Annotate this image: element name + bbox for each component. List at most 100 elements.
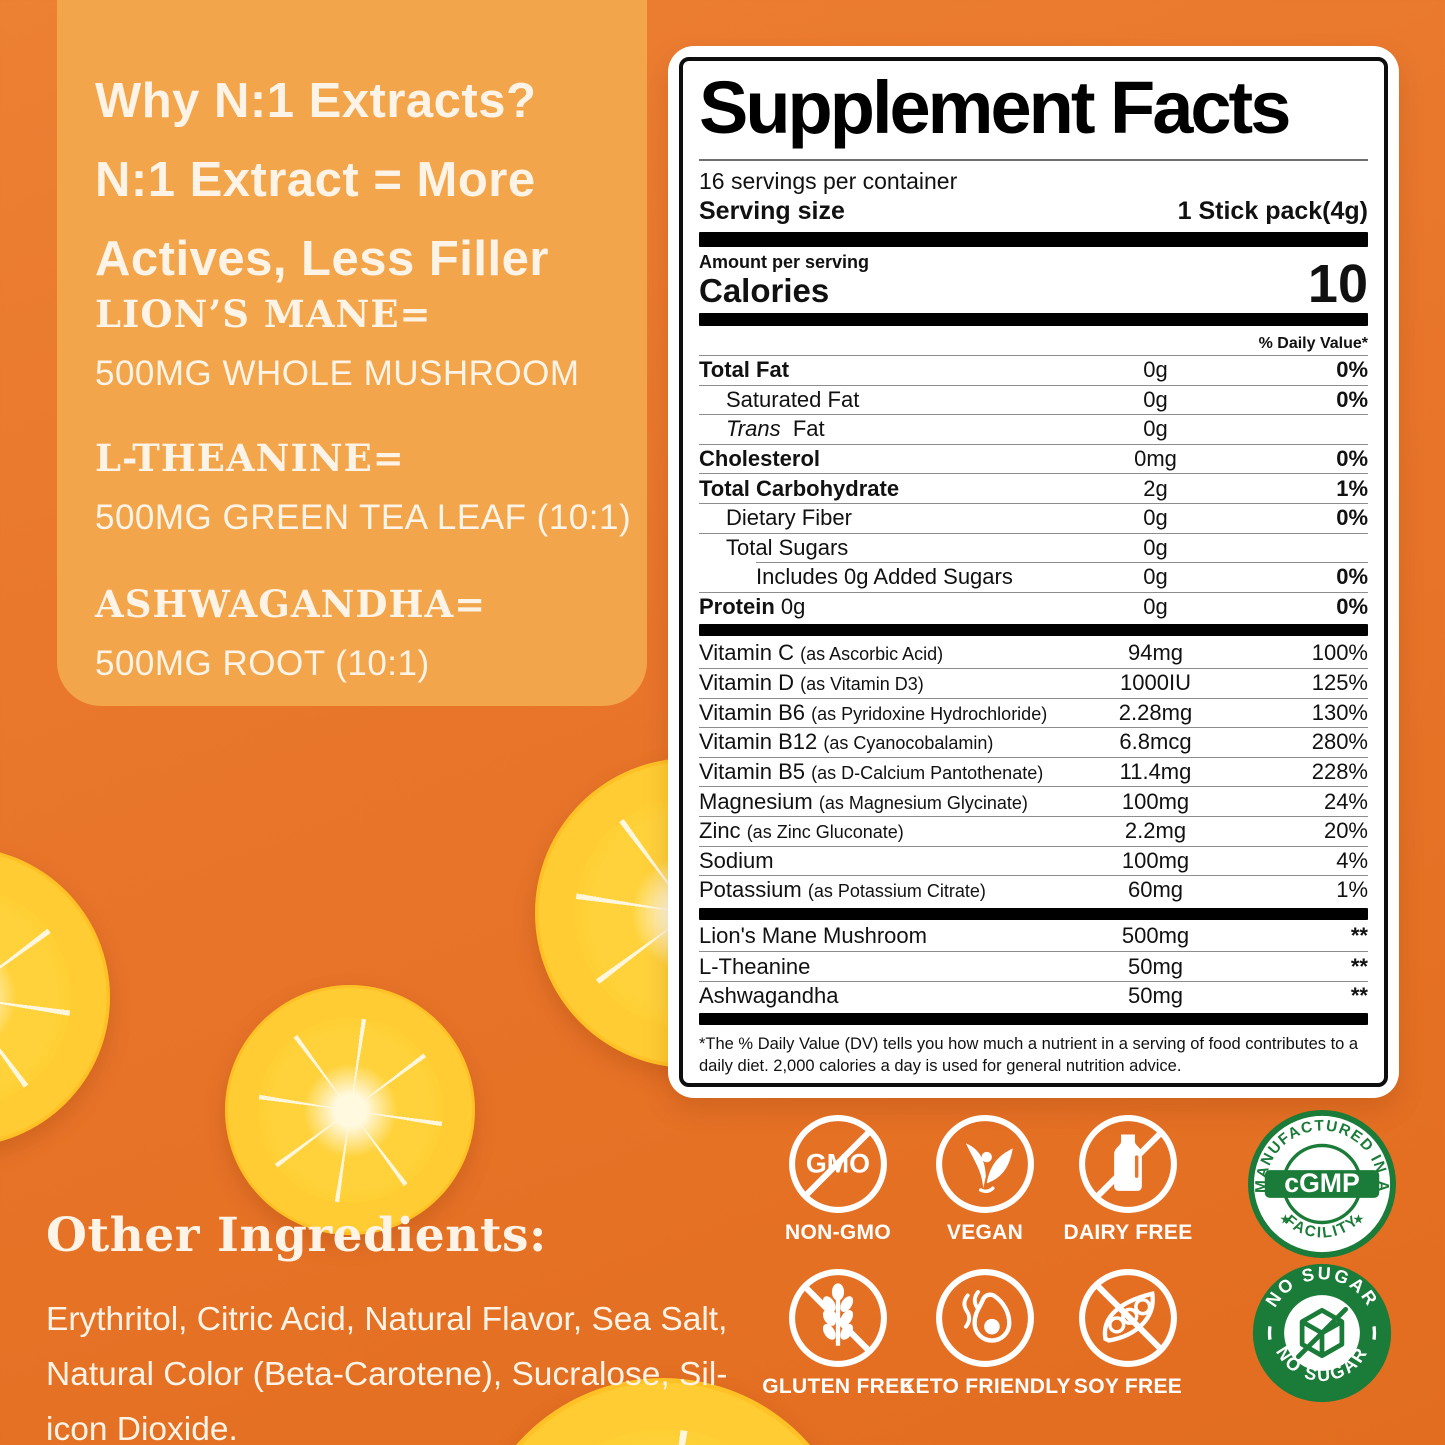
vitamin-amount: 1000IU: [1120, 670, 1191, 696]
calories-value: 10: [1307, 254, 1368, 314]
divider: [699, 159, 1368, 161]
nutrient-name: Total Carbohydrate: [699, 475, 900, 501]
orange-slice-center: [225, 985, 475, 1235]
vitamin-name-main: Vitamin C: [699, 640, 794, 666]
badge-gluten-free: GLUTEN FREE: [753, 1266, 923, 1399]
vitamin-row: Vitamin C (as Ascorbic Acid) 94mg 100%: [699, 638, 1368, 668]
promo-term-l-theanine: L-THEANINE=: [95, 436, 405, 480]
nutrient-dv: 0%: [1336, 386, 1368, 412]
supplement-facts-panel: Supplement Facts 16 servings per contain…: [668, 46, 1399, 1098]
vitamin-dv: 1%: [1336, 877, 1368, 903]
supplement-facts-inner: Supplement Facts 16 servings per contain…: [679, 57, 1388, 1087]
avocado-icon: [936, 1269, 1034, 1367]
nutrient-dv: 0%: [1336, 563, 1368, 589]
promo-term-ashwagandha: ASHWAGANDHA=: [95, 582, 487, 626]
daily-value-footnote: *The % Daily Value (DV) tells you how mu…: [699, 1035, 1359, 1076]
vitamin-qualifier: (as Ascorbic Acid): [800, 644, 944, 665]
promo-desc-ashwagandha: 500MG ROOT (10:1): [95, 644, 430, 683]
cgmp-seal: MANUFACTURED IN A FACILITY ★ ★ cGMP: [1248, 1110, 1396, 1263]
no-sugar-seal: NO SUGAR NO SUGAR: [1251, 1262, 1393, 1409]
nutrient-amount: 0g: [1143, 534, 1168, 560]
promo-desc-l-theanine: 500MG GREEN TEA LEAF (10:1): [95, 498, 632, 537]
serving-size-value: 1 Stick pack(4g): [1177, 197, 1368, 225]
nutrient-name: Protein 0g: [699, 594, 1048, 620]
vitamin-dv: 24%: [1323, 788, 1368, 814]
vitamin-name-main: Potassium: [699, 877, 802, 903]
promo-headline-line: N:1 Extract = More: [95, 153, 536, 207]
nutrient-dv: 0%: [1336, 594, 1368, 620]
vitamin-row: Vitamin B5 (as D-Calcium Pantothenate) 1…: [699, 756, 1368, 787]
vitamin-dv: 100%: [1311, 640, 1368, 666]
protein-suffix: 0g: [780, 594, 806, 620]
promo-term-lions-mane: LION’S MANE=: [95, 292, 432, 336]
badge-label: NON-GMO: [785, 1221, 891, 1244]
vitamin-amount: 100mg: [1121, 788, 1190, 814]
trans-prefix: Trans: [726, 416, 781, 442]
calories-row: Amount per serving Calories 10: [699, 251, 1368, 314]
vitamin-amount: 2.2mg: [1124, 818, 1187, 844]
badge-label: DAIRY FREE: [1063, 1221, 1193, 1244]
serving-size-row: Serving size 1 Stick pack(4g): [699, 195, 1368, 228]
daily-value-header: % Daily Value*: [1258, 335, 1368, 352]
vitamin-name: Vitamin D (as Vitamin D3): [699, 670, 1048, 696]
promo-desc-lions-mane: 500MG WHOLE MUSHROOM: [95, 354, 580, 393]
vegan-leaf-icon: [936, 1115, 1034, 1213]
vitamin-name-main: Magnesium: [699, 788, 813, 814]
active-amount: 500mg: [1121, 923, 1190, 949]
gmo-crossed-icon: GMO: [789, 1115, 887, 1213]
nutrient-name: Cholesterol: [699, 446, 821, 472]
other-ingredients-line: Erythritol, Citric Acid, Natural Flavor,…: [46, 1301, 728, 1338]
vitamin-qualifier: (as Cyanocobalamin): [823, 733, 994, 754]
promo-headline-line: Why N:1 Extracts?: [95, 74, 537, 128]
vitamin-dv: 20%: [1323, 818, 1368, 844]
active-amount: 50mg: [1127, 983, 1184, 1009]
vitamin-row: Sodium 100mg 4%: [699, 845, 1368, 876]
nutrient-dv: 0%: [1336, 357, 1368, 383]
vitamin-qualifier: (as Magnesium Glycinate): [818, 792, 1028, 813]
badge-label: GLUTEN FREE: [762, 1375, 914, 1398]
nutrient-name: Total Fat: [699, 357, 790, 383]
vitamin-dv: 4%: [1336, 847, 1368, 873]
calories-labels: Amount per serving Calories: [699, 251, 869, 309]
vitamin-name-main: Vitamin B12: [699, 729, 818, 755]
vitamin-dv: 130%: [1311, 699, 1368, 725]
vitamin-amount: 11.4mg: [1119, 759, 1192, 785]
nutrient-amount: 0g: [1143, 505, 1168, 531]
vitamin-dv: 280%: [1311, 729, 1368, 755]
active-row: Ashwagandha 50mg **: [699, 980, 1368, 1011]
nutrient-name: Dietary Fiber: [726, 505, 852, 531]
active-dv: **: [1350, 923, 1368, 949]
active-amount: 50mg: [1127, 953, 1184, 979]
soy-pod-crossed-icon: [1079, 1269, 1177, 1367]
vitamin-name-main: Zinc: [699, 818, 741, 844]
active-row: Lion's Mane Mushroom 500mg **: [699, 922, 1368, 952]
badge-keto-friendly: KETO FRIENDLY: [900, 1266, 1070, 1399]
protein-label: Protein: [699, 594, 775, 620]
vitamin-name-main: Sodium: [699, 847, 774, 873]
nutrient-amount: 0g: [1143, 357, 1168, 383]
vitamin-amount: 6.8mcg: [1119, 729, 1192, 755]
nutrient-amount: 0mg: [1134, 446, 1177, 472]
nutrient-dv: 0%: [1336, 446, 1368, 472]
vitamin-qualifier: (as Pyridoxine Hydrochloride): [811, 703, 1048, 724]
vitamin-name: Vitamin B6 (as Pyridoxine Hydrochloride): [699, 700, 1048, 726]
vitamin-qualifier: (as Vitamin D3): [800, 674, 924, 695]
vitamin-dv: 228%: [1311, 759, 1368, 785]
vitamin-qualifier: (as Potassium Citrate): [807, 881, 986, 902]
thick-divider: [699, 232, 1368, 247]
svg-text:cGMP: cGMP: [1284, 1168, 1359, 1198]
thick-divider: [699, 1013, 1368, 1026]
vitamin-name-main: Vitamin B6: [699, 699, 805, 725]
badge-non-gmo: GMO NON-GMO: [753, 1112, 923, 1245]
vitamin-amount: 2.28mg: [1118, 699, 1193, 725]
badge-vegan: VEGAN: [900, 1112, 1070, 1245]
nutrient-row: Cholesterol 0mg 0%: [699, 443, 1368, 474]
other-ingredients-title: Other Ingredients:: [46, 1208, 547, 1263]
promo-headline-line: Actives, Less Filler: [95, 232, 549, 286]
badge-label: VEGAN: [946, 1221, 1024, 1244]
vitamin-name: Potassium (as Potassium Citrate): [699, 877, 1048, 903]
nutrient-amount: 0g: [1143, 416, 1168, 442]
other-ingredients-line: icon Dioxide.: [46, 1411, 238, 1445]
nutrient-dv: 1%: [1336, 475, 1368, 501]
vitamin-name-main: Vitamin B5: [699, 759, 805, 785]
